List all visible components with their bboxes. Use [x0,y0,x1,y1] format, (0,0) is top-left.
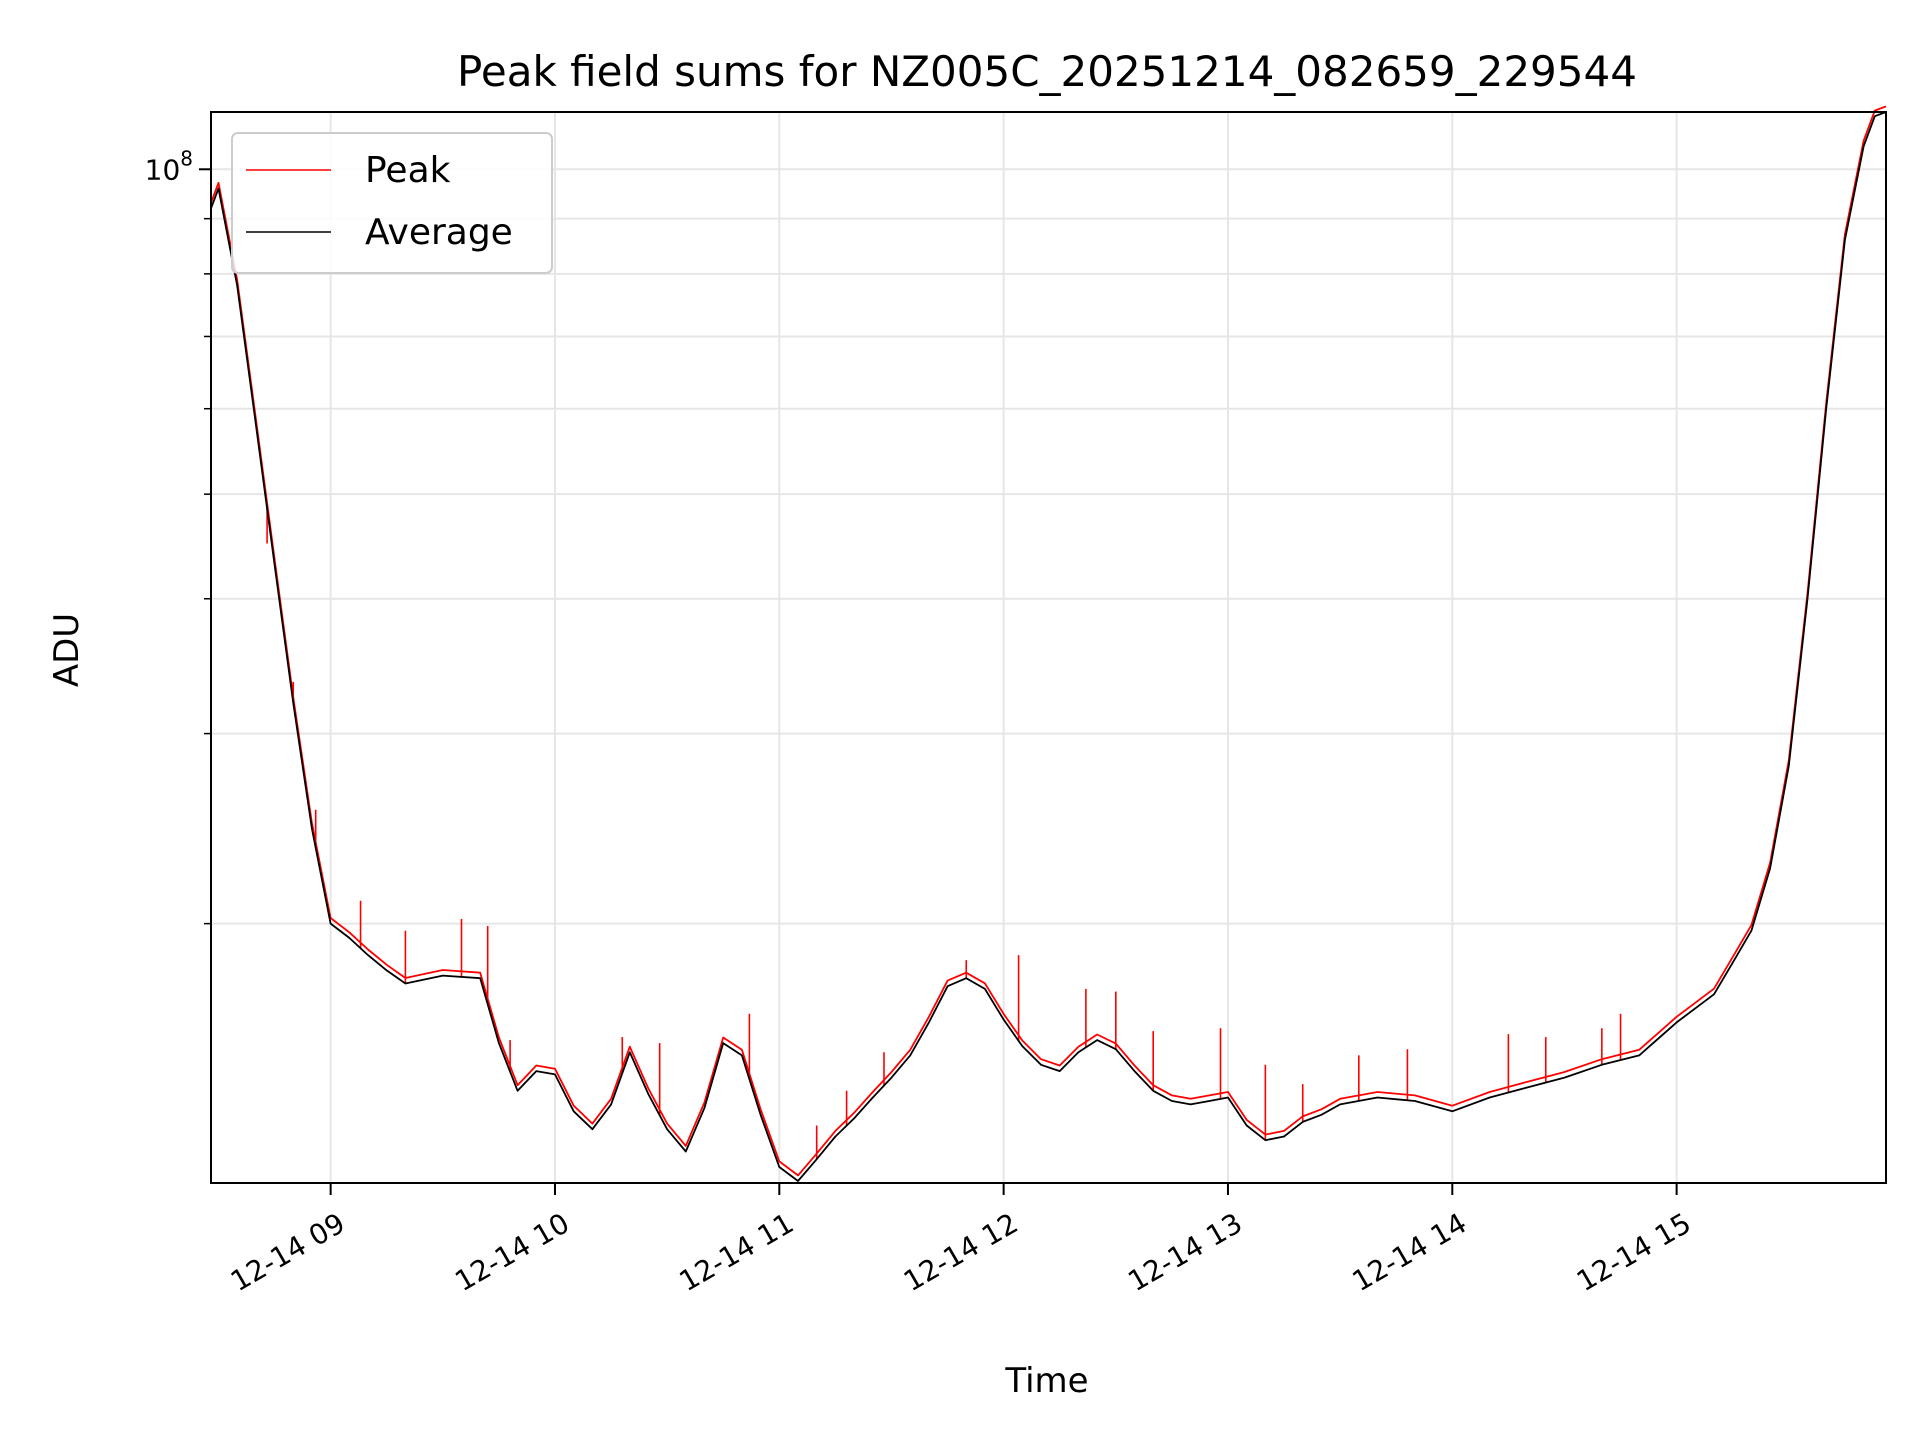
grid [211,112,1886,1183]
legend-label-peak: Peak [365,150,451,191]
series-line-average [210,111,1887,1182]
series-line-peak [210,105,1887,1177]
y-tick-label: 108 [145,146,193,186]
x-axis-title: Time [1004,1361,1088,1401]
legend-frame [231,132,553,274]
plot-frame [210,111,1887,1184]
y-axis-title: ADU [47,613,87,687]
chart-title: Peak field sums for NZ005C_20251214_0826… [457,47,1637,96]
legend-label-average: Average [365,212,513,253]
peak-spikes [266,508,1622,1160]
legend: Peak Average [231,132,553,274]
series-layer [210,105,1887,1182]
